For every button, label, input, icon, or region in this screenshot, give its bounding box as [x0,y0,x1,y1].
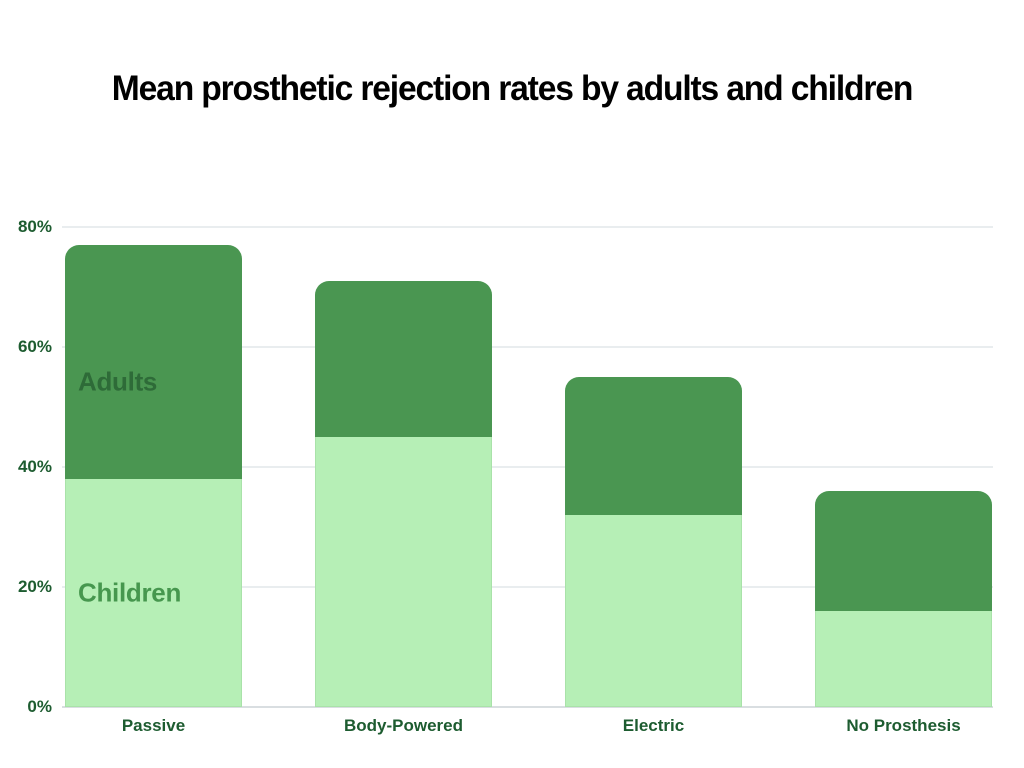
x-category-label-electric: Electric [622,716,685,735]
gridline-80pct [62,226,993,228]
bar-segment-children-electric [565,515,742,707]
bar-segment-adults-electric [565,377,742,515]
bar-segment-children-passive [65,479,242,707]
bar-segment-children-no-prosthesis [815,611,992,707]
y-tick-label-0pct: 0% [27,697,52,716]
gridline-20pct [62,586,993,588]
bar-segment-adults-no-prosthesis [815,491,992,611]
x-category-label-no-prosthesis: No Prosthesis [846,716,961,735]
gridline-60pct [62,346,993,348]
bar-segment-adults-body-powered [315,281,492,437]
y-tick-label-40pct: 40% [17,457,52,476]
gridline-0pct [62,706,993,708]
x-category-label-body-powered: Body-Powered [343,716,464,735]
y-tick-label-80pct: 80% [17,217,52,236]
series-annotation-adults: Adults [78,366,158,397]
series-annotation-children: Children [78,577,182,608]
gridline-40pct [62,466,993,468]
y-tick-label-20pct: 20% [17,577,52,596]
bar-segment-children-body-powered [315,437,492,707]
x-category-label-passive: Passive [121,716,186,735]
chart-title: Mean prosthetic rejection rates by adult… [111,69,914,108]
y-tick-label-60pct: 60% [17,337,52,356]
bar-segment-adults-passive [65,245,242,479]
